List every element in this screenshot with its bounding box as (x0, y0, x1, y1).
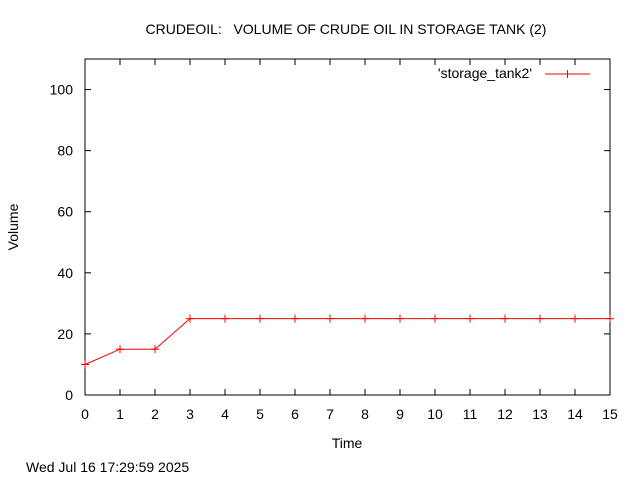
x-tick-label: 13 (532, 406, 548, 422)
x-tick-label: 6 (291, 406, 299, 422)
x-tick-label: 5 (256, 406, 264, 422)
chart-title: CRUDEOIL: VOLUME OF CRUDE OIL IN STORAGE… (146, 21, 547, 37)
series-line (84, 318, 610, 365)
data-point-marker (571, 314, 579, 323)
legend-label: 'storage_tank2' (438, 65, 532, 81)
y-tick-label: 20 (57, 326, 73, 342)
data-point-marker (221, 314, 229, 323)
x-tick-label: 12 (497, 406, 513, 422)
x-tick-label: 0 (81, 406, 89, 422)
y-axis-label: Volume (5, 203, 21, 250)
x-tick-label: 8 (361, 406, 369, 422)
y-tick-label: 0 (65, 387, 73, 403)
footer-timestamp: Wed Jul 16 17:29:59 2025 (26, 459, 190, 475)
data-point-marker (186, 314, 194, 323)
data-point-marker (466, 314, 474, 323)
data-point-marker (361, 314, 369, 323)
data-point-marker (431, 314, 439, 323)
x-tick-label: 3 (186, 406, 194, 422)
data-point-marker (396, 314, 404, 323)
data-point-marker (81, 360, 89, 369)
data-point-marker (606, 314, 614, 323)
x-tick-label: 2 (151, 406, 159, 422)
data-point-marker (536, 314, 544, 323)
data-point-marker (116, 345, 124, 354)
y-tick-label: 60 (57, 204, 73, 220)
y-tick-label: 40 (57, 265, 73, 281)
x-tick-label: 1 (116, 406, 124, 422)
x-tick-label: 9 (396, 406, 404, 422)
data-point-marker (256, 314, 264, 323)
y-tick-label: 100 (50, 82, 74, 98)
x-tick-label: 7 (326, 406, 334, 422)
data-point-marker (326, 314, 334, 323)
data-point-marker (501, 314, 509, 323)
x-axis-label: Time (332, 435, 363, 451)
plot-area-frame (84, 58, 611, 396)
x-tick-label: 4 (221, 406, 229, 422)
x-tick-label: 10 (427, 406, 443, 422)
series-layer (81, 314, 614, 369)
x-tick-label: 11 (463, 406, 478, 422)
x-tick-label: 15 (602, 406, 618, 422)
y-tick-label: 80 (57, 143, 73, 159)
legend: 'storage_tank2' (438, 65, 590, 81)
data-point-marker (291, 314, 299, 323)
x-tick-label: 14 (567, 406, 583, 422)
y-axis: 0 20 40 60 80 100 (50, 82, 610, 403)
x-axis: 0 1 2 3 4 5 6 7 8 9 10 11 12 13 14 15 (81, 59, 618, 422)
data-point-marker (151, 345, 159, 354)
